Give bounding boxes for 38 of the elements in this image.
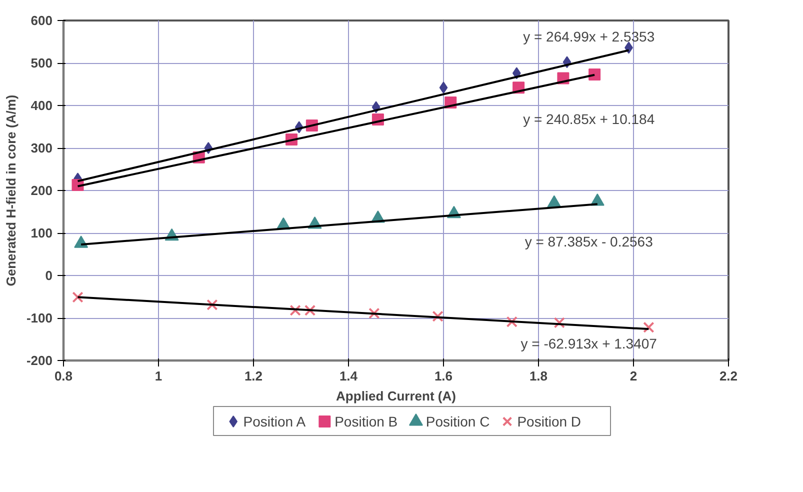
point	[72, 292, 84, 303]
y-tick-label: 200	[30, 183, 53, 198]
x-tick-label: 1.2	[244, 368, 263, 384]
x-tick-label: 1.4	[339, 368, 358, 384]
y-tick-label: 100	[30, 226, 53, 240]
annotation: y = 264.99x + 2.5353	[523, 28, 655, 44]
y-tick-label: 300	[30, 140, 53, 156]
y-tick-label: 400	[30, 98, 53, 113]
legend-label: Position B	[334, 414, 398, 430]
y-tick-label: 0	[45, 268, 53, 283]
y-tick-label: -100	[26, 310, 53, 326]
y-tick-label: 500	[30, 56, 53, 70]
x-tick-label: 1	[154, 368, 162, 384]
point	[206, 299, 218, 310]
legend-label: Position C	[426, 414, 490, 430]
point	[432, 310, 444, 322]
x-tick-label: 0.8	[54, 368, 73, 384]
y-tick-label: 600	[30, 13, 53, 28]
point	[439, 82, 448, 94]
point	[643, 322, 654, 333]
x-axis-title: Applied Current (A)	[336, 388, 456, 404]
x-tick-label: 1.8	[529, 368, 548, 384]
y-axis-title: Generated H-field in core (A/m)	[3, 94, 18, 286]
y-tick-label: -200	[26, 353, 53, 368]
point	[290, 304, 301, 316]
point	[506, 316, 518, 328]
legend-label: Position A	[243, 414, 306, 430]
annotation: y = 87.385x - 0.2563	[524, 234, 654, 250]
x-tick-label: 2.2	[719, 368, 738, 384]
annotation: y = -62.913x + 1.3407	[520, 336, 658, 352]
annotation: y = 240.85x + 10.184	[523, 111, 655, 128]
point	[554, 317, 565, 328]
point	[588, 68, 601, 80]
legend-label: Position D	[517, 414, 582, 430]
point	[368, 308, 380, 319]
point	[304, 304, 316, 316]
x-tick-label: 2	[630, 368, 638, 384]
x-tick-label: 1.6	[434, 368, 453, 384]
